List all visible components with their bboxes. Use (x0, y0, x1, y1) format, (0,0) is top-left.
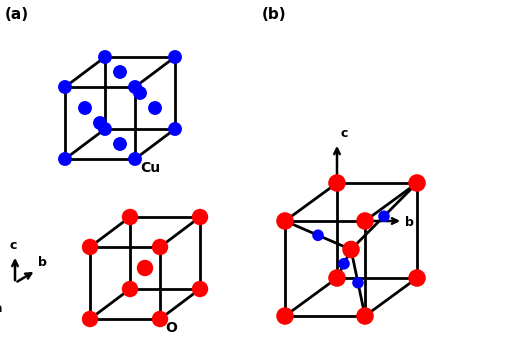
Point (361, 218, 369, 224)
Point (61, 156, 69, 162)
Point (281, 313, 289, 319)
Point (361, 313, 369, 319)
Point (101, 126, 109, 132)
Point (347, 247, 355, 252)
Point (281, 218, 289, 224)
Point (61, 84, 69, 90)
Point (86, 244, 94, 250)
Text: b: b (38, 256, 47, 269)
Point (333, 180, 341, 186)
Text: b: b (405, 216, 414, 228)
Text: a: a (0, 302, 2, 315)
Point (126, 286, 134, 292)
Point (413, 180, 421, 186)
Point (151, 105, 159, 111)
Point (196, 286, 204, 292)
Point (96, 120, 104, 126)
Point (413, 275, 421, 281)
Point (333, 275, 341, 281)
Text: O: O (165, 321, 177, 335)
Point (131, 156, 139, 162)
Point (156, 316, 164, 322)
Point (81, 105, 89, 111)
Point (131, 84, 139, 90)
Point (116, 141, 124, 147)
Point (126, 214, 134, 220)
Text: (b): (b) (262, 7, 287, 22)
Point (380, 213, 388, 219)
Point (171, 126, 179, 132)
Point (101, 54, 109, 60)
Point (171, 54, 179, 60)
Point (136, 90, 144, 96)
Point (196, 214, 204, 220)
Text: (a): (a) (5, 7, 29, 22)
Point (340, 261, 348, 266)
Text: c: c (340, 127, 347, 140)
Text: Cu: Cu (140, 161, 160, 175)
Point (141, 265, 149, 271)
Point (116, 69, 124, 75)
Point (86, 316, 94, 322)
Point (156, 244, 164, 250)
Point (314, 233, 322, 238)
Text: c: c (10, 239, 17, 252)
Point (354, 280, 362, 285)
